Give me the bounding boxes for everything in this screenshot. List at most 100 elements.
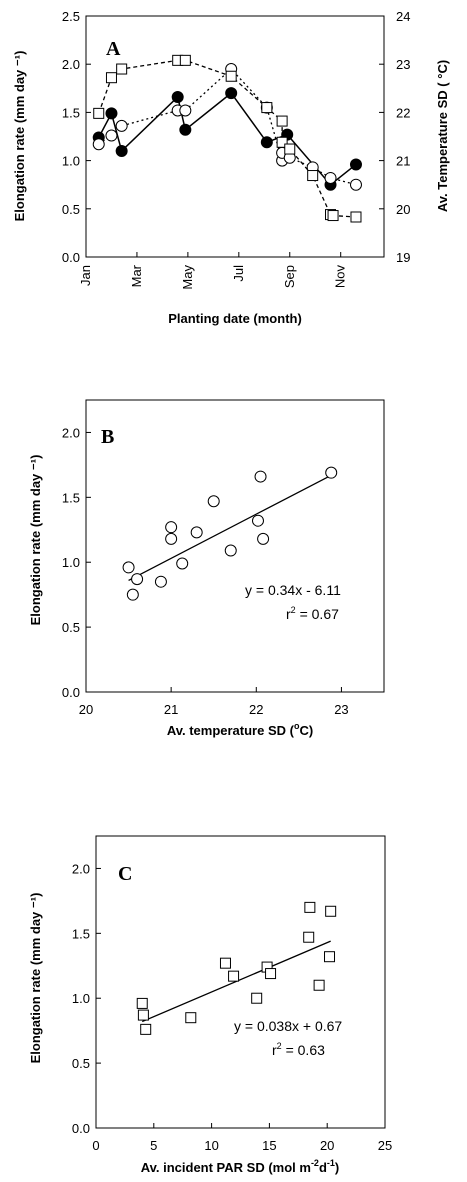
chart-b: 0.0 0.5 1.0 1.5 2.0 20 21 22 23 B y = 0.34x - 6…	[28, 399, 385, 738]
chart-b-y-tick-label-0: 0.0	[62, 685, 80, 700]
chart-b-point-11	[254, 470, 267, 483]
chart-c-x-title-sup2: -1	[327, 1158, 335, 1168]
chart-c-x-tick-label-5: 25	[378, 1138, 392, 1153]
chart-a-point-s2-0	[93, 107, 105, 119]
chart-a-y-axis-title: Elongation rate (mm day ⁻¹)	[12, 51, 27, 222]
chart-a-y-right-tick-label-1: 20	[396, 202, 410, 217]
chart-b-y-tick-label-2: 1.0	[62, 555, 80, 570]
chart-c-y-axis-title: Elongation rate (mm day ⁻¹)	[28, 893, 43, 1064]
chart-b-plot-frame	[85, 399, 385, 693]
chart-b-x-title-tail: C)	[299, 723, 313, 738]
chart-c-point-0	[136, 997, 148, 1009]
chart-a-point-s1-4	[179, 104, 192, 117]
chart-b-panel-label: B	[101, 426, 114, 448]
chart-b-x-tick-label-1: 21	[164, 702, 178, 717]
chart-a-point-s1-1	[105, 129, 118, 142]
chart-b-point-6	[176, 557, 189, 570]
chart-b-point-1	[126, 588, 139, 601]
chart-a-y-right-tick-label-3: 22	[396, 105, 410, 120]
chart-a-y-right-tick-label-5: 24	[396, 9, 410, 24]
chart-c-x-tick-label-4: 20	[320, 1138, 334, 1153]
chart-a-point-s2-7	[276, 115, 288, 127]
chart-b-y-tick-label-3: 1.5	[62, 490, 80, 505]
chart-c-r-squared: r2 = 0.63	[272, 1041, 325, 1058]
chart-a-point-s0-3	[171, 90, 184, 103]
chart-b-point-8	[207, 495, 220, 508]
chart-a-plot-frame	[85, 15, 385, 258]
chart-c-point-4	[219, 957, 231, 969]
chart-a-y-axis-title-right: Av. Temperature SD ( °C)	[435, 60, 450, 212]
chart-c-y-tick-label-3: 1.5	[72, 926, 90, 941]
chart-c-equation: y = 0.038x + 0.67	[234, 1018, 342, 1034]
chart-c-y-tick-label-4: 2.0	[72, 861, 90, 876]
chart-b-r-squared: r2 = 0.67	[286, 605, 339, 622]
chart-a-x-axis-title: Planting date (month)	[168, 311, 302, 326]
chart-a-point-s2-9	[284, 143, 296, 155]
chart-a-point-s2-1	[105, 72, 117, 84]
chart-a-x-tick-label-1: Mar	[129, 264, 144, 287]
chart-b-point-7	[190, 526, 203, 539]
chart-c-x-title-mid: d	[319, 1160, 327, 1175]
chart-b-r2-tail: = 0.67	[296, 606, 339, 622]
chart-b-point-9	[224, 544, 237, 557]
chart-a-markers	[92, 54, 362, 223]
chart-b-fit-line	[128, 474, 332, 581]
chart-a-point-s2-12	[327, 210, 339, 222]
chart-c-point-12	[324, 951, 336, 963]
chart-b-point-2	[131, 573, 144, 586]
chart-b-y-tick-label-1: 0.5	[62, 620, 80, 635]
chart-c-x-tick-label-2: 10	[204, 1138, 218, 1153]
chart-a-x-tick-label-2: May	[180, 265, 195, 290]
chart-c-point-1	[137, 1009, 149, 1021]
chart-b-x-ticks: 20 21 22 23	[79, 687, 349, 717]
chart-c-y-tick-label-0: 0.0	[72, 1121, 90, 1136]
chart-a-y-right-tick-label-2: 21	[396, 154, 410, 169]
chart-a-point-s0-1	[105, 107, 118, 120]
chart-c-point-8	[265, 968, 277, 980]
chart-a-point-s2-6	[261, 102, 273, 114]
chart-b-y-tick-label-4: 2.0	[62, 425, 80, 440]
chart-b-r2-prefix: r	[286, 606, 291, 622]
chart-a-point-s2-2	[116, 63, 128, 75]
chart-a-point-s1-12	[349, 178, 362, 191]
chart-c-point-6	[251, 992, 263, 1004]
chart-a-point-s0-5	[225, 87, 238, 100]
chart-c-y-tick-label-2: 1.0	[72, 991, 90, 1006]
chart-a-y-tick-label-2: 1.0	[62, 154, 80, 169]
chart-b-x-tick-label-3: 23	[334, 702, 348, 717]
chart-a-y-tick-label-0: 0.0	[62, 250, 80, 265]
chart-c-x-title-main: Av. incident PAR SD (mol m	[141, 1160, 311, 1175]
chart-b-regression-line	[128, 474, 332, 581]
chart-a-point-s2-13	[350, 211, 362, 223]
chart-b-x-axis-title: Av. temperature SD (oC)	[167, 721, 313, 738]
chart-b-y-ticks: 0.0 0.5 1.0 1.5 2.0	[62, 425, 91, 700]
chart-a-x-tick-label-0: Jan	[78, 265, 93, 286]
chart-b-point-4	[165, 521, 178, 534]
chart-a-panel-label: A	[106, 38, 121, 60]
chart-a-point-s0-6	[260, 136, 273, 149]
chart-a-point-s0-4	[179, 123, 192, 136]
chart-c-x-axis-title: Av. incident PAR SD (mol m-2d-1)	[141, 1158, 340, 1175]
chart-c-y-ticks: 0.0 0.5 1.0 1.5 2.0	[72, 861, 101, 1136]
chart-a-point-s1-2	[115, 119, 128, 132]
chart-c-y-tick-label-1: 0.5	[72, 1056, 90, 1071]
chart-a-x-ticks: Jan Mar May Jul Sep Nov	[78, 252, 348, 290]
chart-a-point-s2-10	[307, 170, 319, 182]
chart-c-x-tick-label-1: 5	[150, 1138, 157, 1153]
chart-b-point-10	[251, 514, 264, 527]
chart-a-y-ticks: 0.0 0.5 1.0 1.5 2.0 2.5	[62, 9, 91, 265]
chart-b-markers	[122, 466, 338, 601]
chart-a-x-tick-label-3: Jul	[231, 265, 246, 282]
chart-a-point-s1-0	[92, 138, 105, 151]
chart-c-x-title-tail: )	[335, 1160, 339, 1175]
chart-c-panel-label: C	[118, 863, 132, 885]
chart-a-y-tick-label-1: 0.5	[62, 202, 80, 217]
chart-a-point-s2-8	[276, 136, 288, 148]
chart-a-y-tick-label-4: 2.0	[62, 57, 80, 72]
chart-c-markers	[136, 901, 337, 1035]
chart-b-point-5	[165, 532, 178, 545]
chart-b-x-title-sup: o	[294, 721, 300, 731]
chart-b-r2-sup: 2	[291, 605, 296, 615]
chart-b-point-3	[154, 575, 167, 588]
